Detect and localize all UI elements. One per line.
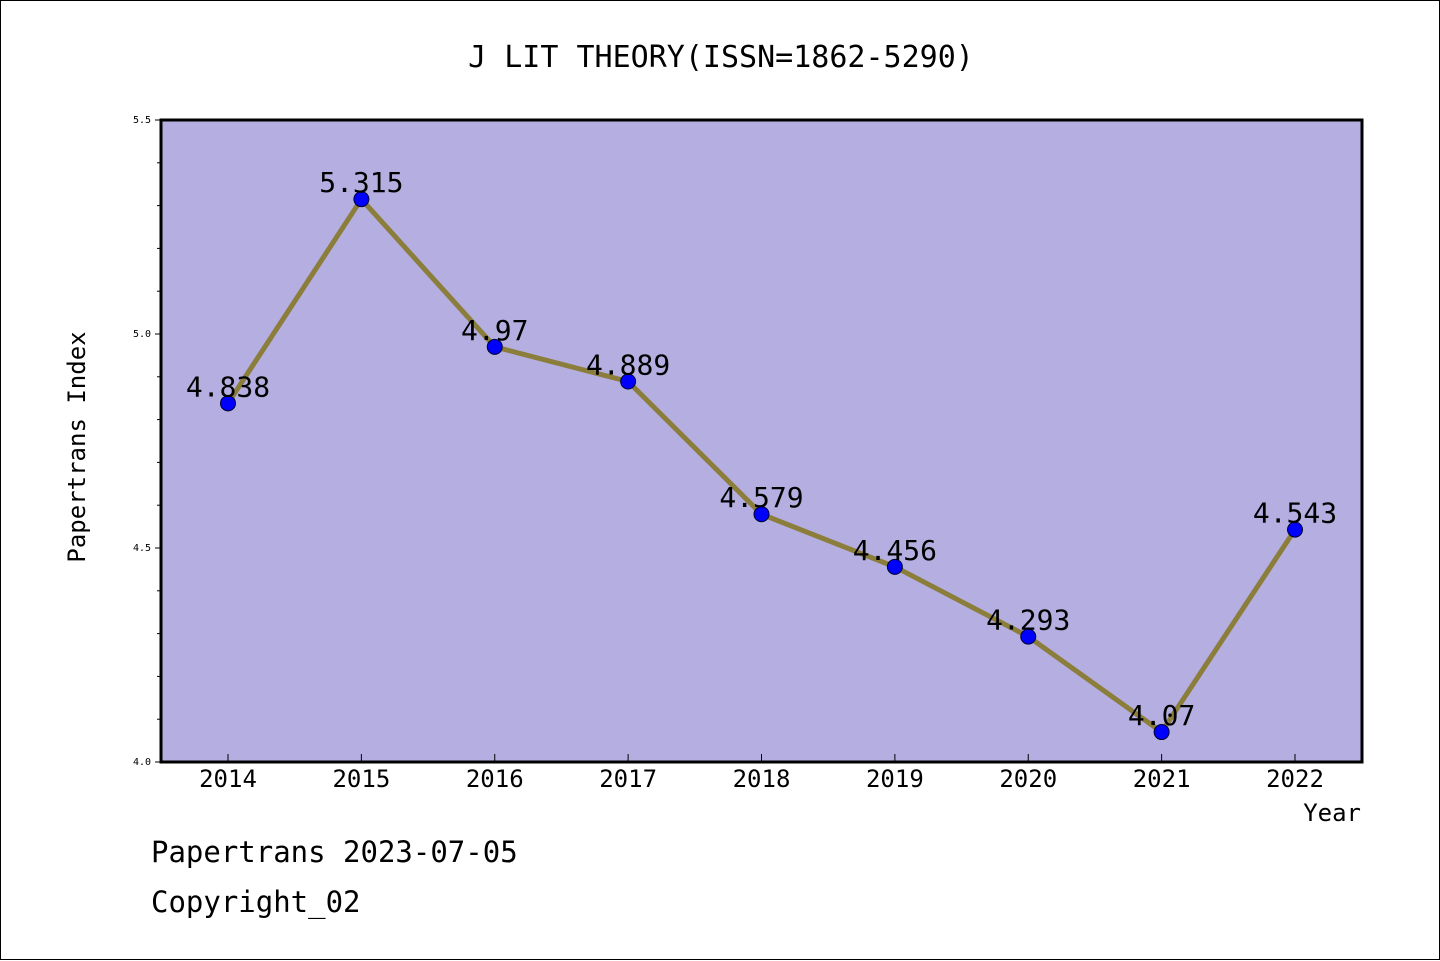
y-tick-label: 5.5	[133, 115, 151, 126]
data-label: 4.97	[461, 314, 528, 347]
data-point	[753, 506, 770, 523]
data-label: 4.543	[1253, 497, 1337, 530]
x-tick-label: 2015	[332, 765, 390, 793]
x-tick-label: 2019	[866, 765, 924, 793]
chart-title: J LIT THEORY(ISSN=1862-5290)	[468, 40, 974, 75]
x-tick-label: 2014	[199, 765, 257, 793]
x-tick-label: 2020	[999, 765, 1057, 793]
data-label: 4.889	[586, 349, 670, 382]
data-point	[1153, 724, 1170, 741]
data-label: 4.838	[186, 370, 270, 403]
data-point	[1287, 521, 1303, 538]
data-point	[886, 558, 903, 575]
data-label: 4.07	[1128, 699, 1195, 732]
y-axis-label: Papertrans Index	[63, 331, 91, 562]
data-label: 4.456	[853, 534, 937, 567]
y-tick-label: 5.0	[133, 329, 151, 340]
data-label: 4.293	[986, 604, 1070, 637]
x-tick-label: 2022	[1266, 765, 1324, 793]
data-label: 5.315	[319, 166, 403, 199]
y-tick-label: 4.5	[133, 543, 151, 554]
y-tick-label: 4.0	[133, 757, 151, 768]
footer-copyright: Copyright_02	[151, 885, 361, 919]
series-line-group	[220, 191, 1303, 741]
y-axis-ticks: 4.0 4.5 5.0 5.5	[133, 115, 161, 768]
x-tick-label: 2017	[599, 765, 657, 793]
data-point	[1020, 628, 1037, 645]
x-axis-ticks: 2014 2015 2016 2017 2018 2019 2020 2021 2022	[199, 754, 1324, 793]
data-point	[353, 191, 370, 208]
data-point	[620, 373, 637, 390]
data-label-group: 4.838 5.315 4.97 4.889 4.579 4.456 4.293 4.07 4.…	[186, 166, 1337, 732]
data-point	[486, 338, 503, 355]
x-axis-label: Year	[1303, 799, 1361, 827]
x-tick-label: 2016	[466, 765, 524, 793]
data-point	[220, 395, 236, 412]
footer-date: Papertrans 2023-07-05	[151, 835, 518, 869]
x-tick-label: 2018	[733, 765, 791, 793]
data-label: 4.579	[719, 481, 803, 514]
plot-area	[159, 118, 1364, 764]
x-tick-label: 2021	[1133, 765, 1191, 793]
